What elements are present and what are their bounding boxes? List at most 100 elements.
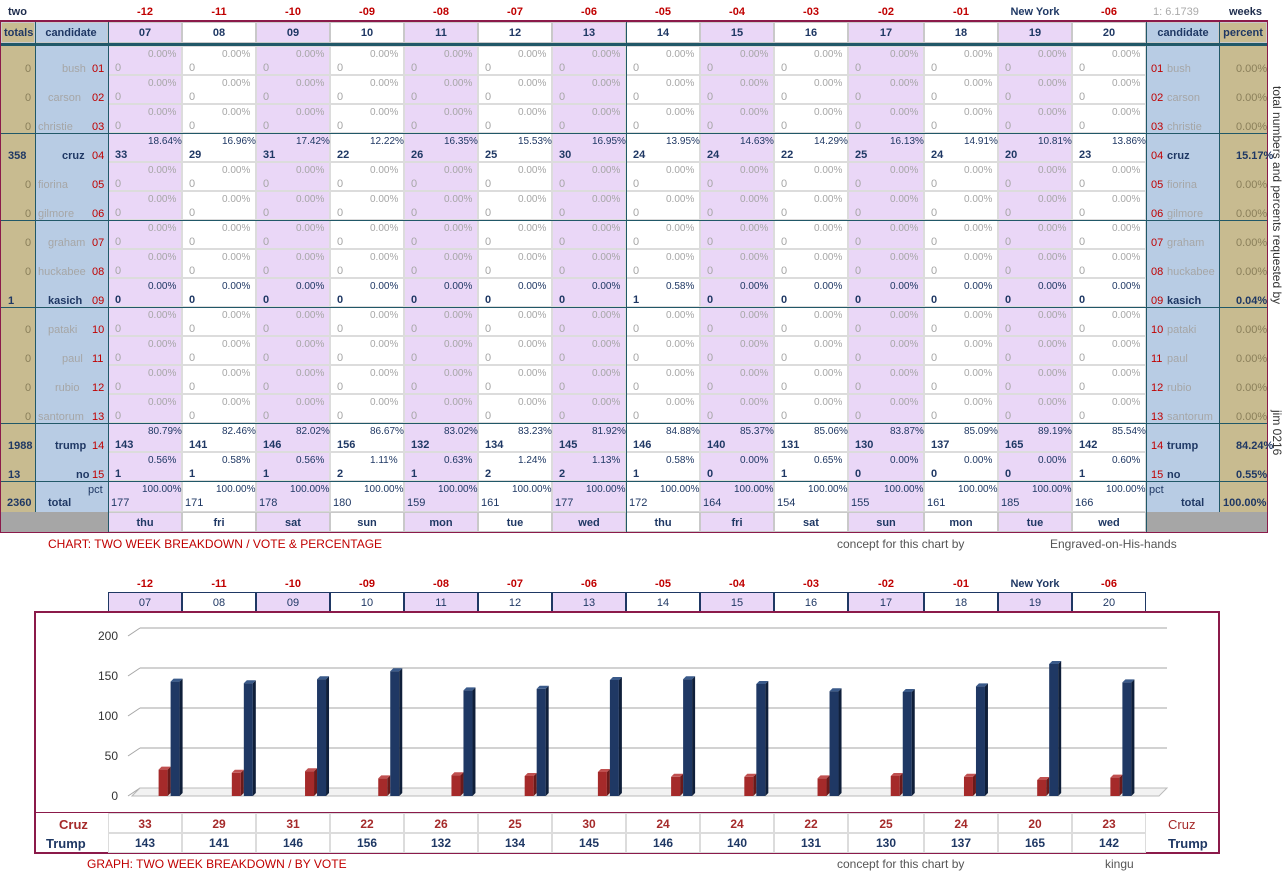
chart-trump-value-9: 131 <box>800 836 822 850</box>
chart1-caption: CHART: TWO WEEK BREAKDOWN / VOTE & PERCE… <box>48 537 383 551</box>
vote-graham-9: 0 <box>781 236 788 248</box>
total-vote-10: 155 <box>851 497 870 509</box>
vote-graham-5: 0 <box>485 236 492 248</box>
vote-no-6: 2 <box>559 468 566 480</box>
vote-cruz-1: 29 <box>189 149 202 161</box>
candidate-pct-pataki: 0.00% <box>1236 324 1268 336</box>
grid-cell <box>700 162 774 191</box>
pct-huckabee-11: 0.00% <box>964 252 993 263</box>
right-candidate-column <box>1146 43 1219 512</box>
pct-no-13: 0.60% <box>1112 455 1141 466</box>
grid-cell <box>998 75 1072 104</box>
vote-gilmore-6: 0 <box>559 207 566 219</box>
graph-date-label-8: 15 <box>730 597 744 609</box>
vote-carson-8: 0 <box>707 91 714 103</box>
bar-top-trump-20 <box>1122 679 1135 683</box>
grid-cell <box>848 278 924 307</box>
bar-side-trump-14 <box>692 676 696 796</box>
pct-kasich-7: 0.58% <box>666 281 695 292</box>
grid-cell <box>182 278 256 307</box>
chart-cruz-value-11: 24 <box>954 817 968 831</box>
total-vote-9: 154 <box>777 497 796 509</box>
pct-graham-10: 0.00% <box>890 223 919 234</box>
bar-top-trump-11 <box>463 687 476 691</box>
total-vote-6: 177 <box>555 497 574 509</box>
vote-gilmore-2: 0 <box>263 207 270 219</box>
chart-table-cell <box>626 833 700 853</box>
chart2-caption: GRAPH: TWO WEEK BREAKDOWN / BY VOTE <box>87 857 347 871</box>
vote-paul-11: 0 <box>931 352 938 364</box>
grid-cell <box>700 394 774 423</box>
pct-fiorina-1: 0.00% <box>222 165 251 176</box>
bar-top-cruz-16 <box>817 775 830 779</box>
vote-santorum-6: 0 <box>559 410 566 422</box>
vote-fiorina-11: 0 <box>931 178 938 190</box>
graph-offset-label-2: -10 <box>285 578 301 590</box>
day-col-bg-9 <box>774 46 848 512</box>
pct-gilmore-4: 0.00% <box>444 194 473 205</box>
gridline-diag <box>127 707 141 717</box>
candidate-name-bush: bush <box>62 63 86 75</box>
bar-top-cruz-15 <box>744 773 757 777</box>
pct-no-5: 1.24% <box>518 455 547 466</box>
chart-cruz-value-12: 20 <box>1028 817 1042 831</box>
total-vote-7: 172 <box>629 497 648 509</box>
pct-pataki-3: 0.00% <box>370 310 399 321</box>
grid-cell <box>256 336 330 365</box>
candidate-num-gilmore: 06 <box>92 208 105 220</box>
vote-kasich-11: 0 <box>931 294 938 306</box>
day-footer-4 <box>404 512 478 532</box>
vote-huckabee-12: 0 <box>1005 265 1012 277</box>
vote-santorum-9: 0 <box>781 410 788 422</box>
day-label-5: tue <box>506 517 524 529</box>
bar-cruz-13 <box>597 772 607 796</box>
group-divider <box>1 307 1267 308</box>
row-total-graham: 0 <box>25 237 32 249</box>
grid-cell <box>404 162 478 191</box>
grid-cell <box>924 249 998 278</box>
bar-side-cruz-11 <box>460 772 464 796</box>
bar-top-trump-18 <box>975 683 988 687</box>
candidate-pct-no: 0.55% <box>1236 469 1268 481</box>
pct-gilmore-9: 0.00% <box>814 194 843 205</box>
candidate-num-kasich: 09 <box>92 295 105 307</box>
graph-offset-label-3: -09 <box>359 578 375 590</box>
grid-cell <box>256 46 330 75</box>
vote-no-11: 0 <box>931 468 938 480</box>
pct-pataki-12: 0.00% <box>1038 310 1067 321</box>
left-totals-column <box>1 43 35 512</box>
pct-trump-10: 83.87% <box>890 426 924 437</box>
bar-side-cruz-17 <box>899 773 903 796</box>
pct-graham-9: 0.00% <box>814 223 843 234</box>
pct-bush-2: 0.00% <box>296 49 325 60</box>
chart-cruz-value-13: 23 <box>1102 817 1116 831</box>
vote-huckabee-1: 0 <box>189 265 196 277</box>
pct-pataki-2: 0.00% <box>296 310 325 321</box>
vote-no-4: 1 <box>411 468 418 480</box>
grid-cell <box>478 394 552 423</box>
vote-trump-11: 137 <box>931 439 950 451</box>
day-col-bg-10 <box>848 46 924 512</box>
vote-huckabee-6: 0 <box>559 265 566 277</box>
bar-trump-15 <box>756 684 766 796</box>
pct-fiorina-13: 0.00% <box>1112 165 1141 176</box>
vote-trump-4: 132 <box>411 439 430 451</box>
grid-cell <box>774 394 848 423</box>
chart-table-cell <box>330 813 404 833</box>
date-label-4: 11 <box>435 27 447 39</box>
vote-huckabee-4: 0 <box>411 265 418 277</box>
candidate-num-cruz: 04 <box>92 150 105 162</box>
pct-bush-3: 0.00% <box>370 49 399 60</box>
total-pct-11: 100.00% <box>958 484 998 495</box>
chart-row-label-trump-right: Trump <box>1168 836 1208 851</box>
candidate-num-graham: 07 <box>92 237 105 249</box>
vote-fiorina-3: 0 <box>337 178 344 190</box>
candidate-num-rubio: 12 <box>92 382 105 394</box>
pct-huckabee-4: 0.00% <box>444 252 473 263</box>
pct-pataki-5: 0.00% <box>518 310 547 321</box>
total-pct-2: 100.00% <box>290 484 330 495</box>
chart-row-label-trump: Trump <box>46 836 86 851</box>
grid-cell <box>848 191 924 220</box>
vote-christie-9: 0 <box>781 120 788 132</box>
pct-cruz-7: 13.95% <box>666 136 700 147</box>
